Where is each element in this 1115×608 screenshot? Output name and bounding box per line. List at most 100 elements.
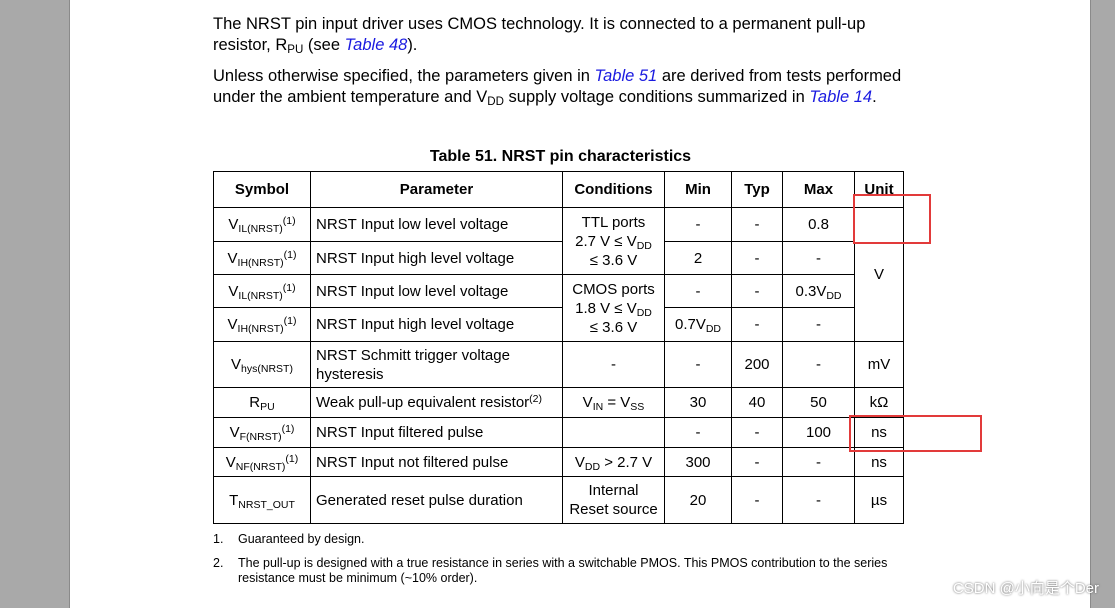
conditions-paragraph: Unless otherwise specified, the paramete… [213, 66, 913, 107]
max-cell: 0.3VDD [782, 274, 855, 308]
symbol-text: V [228, 282, 239, 300]
para2-text: are derived from tests performed under t… [213, 67, 902, 106]
highlight-box-max-0.8 [853, 194, 931, 244]
header-parameter: Parameter [310, 171, 563, 208]
typ-cell: - [731, 241, 783, 275]
intro-paragraph: The NRST pin input driver uses CMOS tech… [213, 14, 913, 55]
symbol-cell: VIH(NRST)(1) [213, 241, 311, 275]
table-caption: Table 51. NRST pin characteristics [429, 148, 692, 165]
typ-cell: - [731, 274, 783, 308]
table-51-link[interactable]: Table 51 [594, 67, 658, 85]
unit-cell: µs [854, 476, 904, 524]
condition-line: 2.7 V ≤ VDD [568, 232, 659, 251]
condition-line: Reset source [569, 501, 658, 518]
unit-cell: mV [854, 341, 904, 388]
symbol-cell: VNF(NRST)(1) [213, 447, 311, 477]
para2-subscript: DD [487, 95, 504, 108]
footnote-ref: (1) [282, 215, 296, 227]
symbol-subscript: NRST_OUT [238, 498, 295, 511]
table-row: VIH(NRST)(1) NRST Input high level volta… [213, 241, 904, 275]
typ-cell: - [731, 307, 783, 342]
min-cell: 2 [664, 241, 732, 275]
condition-subscript: DD [636, 239, 652, 252]
nrst-characteristics-table: Symbol Parameter Conditions Min Typ Max … [213, 171, 904, 524]
parameter-text: Weak pull-up equivalent resistor [316, 394, 530, 411]
header-min: Min [664, 171, 732, 208]
symbol-subscript: IH(NRST) [237, 256, 284, 269]
symbol-cell: VIH(NRST)(1) [213, 307, 311, 342]
symbol-cell: RPU [213, 387, 311, 418]
min-cell: 0.7VDD [664, 307, 732, 342]
typ-cell: - [731, 417, 783, 448]
para1-text: ). [407, 35, 418, 54]
watermark: CSDN @小向是个Der [952, 580, 1099, 597]
symbol-text: V [231, 356, 242, 373]
table-row: VIL(NRST)(1) NRST Input low level voltag… [213, 274, 904, 342]
conditions-cell: VDD > 2.7 V [562, 447, 665, 477]
symbol-text: R [249, 394, 261, 411]
condition-text: V [582, 394, 593, 411]
condition-subscript: IN [592, 401, 604, 413]
max-cell: 0.8 [782, 207, 855, 242]
parameter-cell: NRST Input low level voltage [310, 207, 563, 242]
condition-subscript: SS [630, 401, 645, 413]
footnote-number: 1. [213, 532, 224, 546]
para1-text: (see [303, 35, 345, 54]
condition-subscript: DD [584, 460, 601, 473]
footnote-2: 2. The pull-up is designed with a true re… [213, 556, 903, 586]
min-cell: - [664, 341, 732, 388]
min-cell: 300 [664, 447, 732, 477]
parameter-cell: NRST Input low level voltage [310, 274, 563, 308]
min-text: 0.7V [674, 316, 706, 333]
symbol-text: T [229, 491, 239, 509]
table-row: VIL(NRST)(1) NRST Input low level voltag… [213, 207, 904, 342]
parameter-cell: NRST Input high level voltage [310, 241, 563, 275]
symbol-text: V [225, 453, 236, 471]
conditions-cell-ttl: TTL ports 2.7 V ≤ VDD ≤ 3.6 V [562, 207, 665, 275]
para1-text: The NRST pin input driver uses CMOS tech… [213, 15, 866, 54]
conditions-cell-cmos: CMOS ports 1.8 V ≤ VDD ≤ 3.6 V [562, 274, 665, 342]
max-cell: - [782, 447, 855, 477]
max-cell: - [782, 241, 855, 275]
conditions-cell: VIN = VSS [562, 387, 665, 418]
symbol-text: V [227, 249, 238, 267]
symbol-text: V [229, 424, 240, 441]
para2-text: Unless otherwise specified, the paramete… [213, 67, 595, 85]
footnote-ref: (1) [283, 248, 297, 261]
symbol-cell: Vhys(NRST) [213, 341, 311, 388]
parameter-cell: Weak pull-up equivalent resistor(2) [310, 387, 563, 418]
condition-line: CMOS ports [572, 280, 655, 298]
typ-cell: 40 [731, 387, 783, 418]
symbol-text: V [227, 316, 238, 333]
min-cell: 30 [664, 387, 732, 418]
header-max: Max [782, 171, 855, 208]
min-subscript: DD [705, 323, 722, 335]
parameter-cell: NRST Input filtered pulse [310, 417, 563, 448]
symbol-cell: VIL(NRST)(1) [213, 274, 311, 308]
condition-text: 2.7 V ≤ V [575, 232, 637, 250]
min-cell: 20 [664, 476, 732, 524]
symbol-cell: VIL(NRST)(1) [213, 207, 311, 242]
table-48-link[interactable]: Table 48 [344, 35, 408, 54]
condition-text: 1.8 V ≤ V [575, 299, 637, 317]
parameter-cell: NRST Schmitt trigger voltage hysteresis [310, 341, 563, 388]
highlight-box-filtered-pulse [849, 415, 982, 452]
symbol-subscript: IL(NRST) [238, 223, 283, 235]
footnote-ref: (2) [529, 393, 543, 405]
max-cell: - [782, 341, 855, 388]
footnote-ref: (1) [281, 423, 295, 435]
table-header-row: Symbol Parameter Conditions Min Typ Max … [213, 171, 904, 208]
table-14-link[interactable]: Table 14 [809, 87, 873, 106]
symbol-subscript: IH(NRST) [237, 323, 284, 335]
symbol-subscript: PU [260, 401, 275, 413]
para2-text: supply voltage conditions summarized in [503, 87, 810, 106]
footnote-ref: (1) [285, 452, 299, 465]
conditions-cell: - [562, 341, 665, 388]
table-row: VNF(NRST)(1) NRST Input not filtered pul… [213, 447, 904, 477]
typ-cell: - [731, 476, 783, 524]
footnote-ref: (1) [282, 281, 296, 294]
conditions-cell [562, 417, 665, 448]
parameter-cell: NRST Input high level voltage [310, 307, 563, 342]
table-row: RPU Weak pull-up equivalent resistor(2) … [213, 387, 904, 418]
max-text: 0.3V [795, 282, 827, 300]
